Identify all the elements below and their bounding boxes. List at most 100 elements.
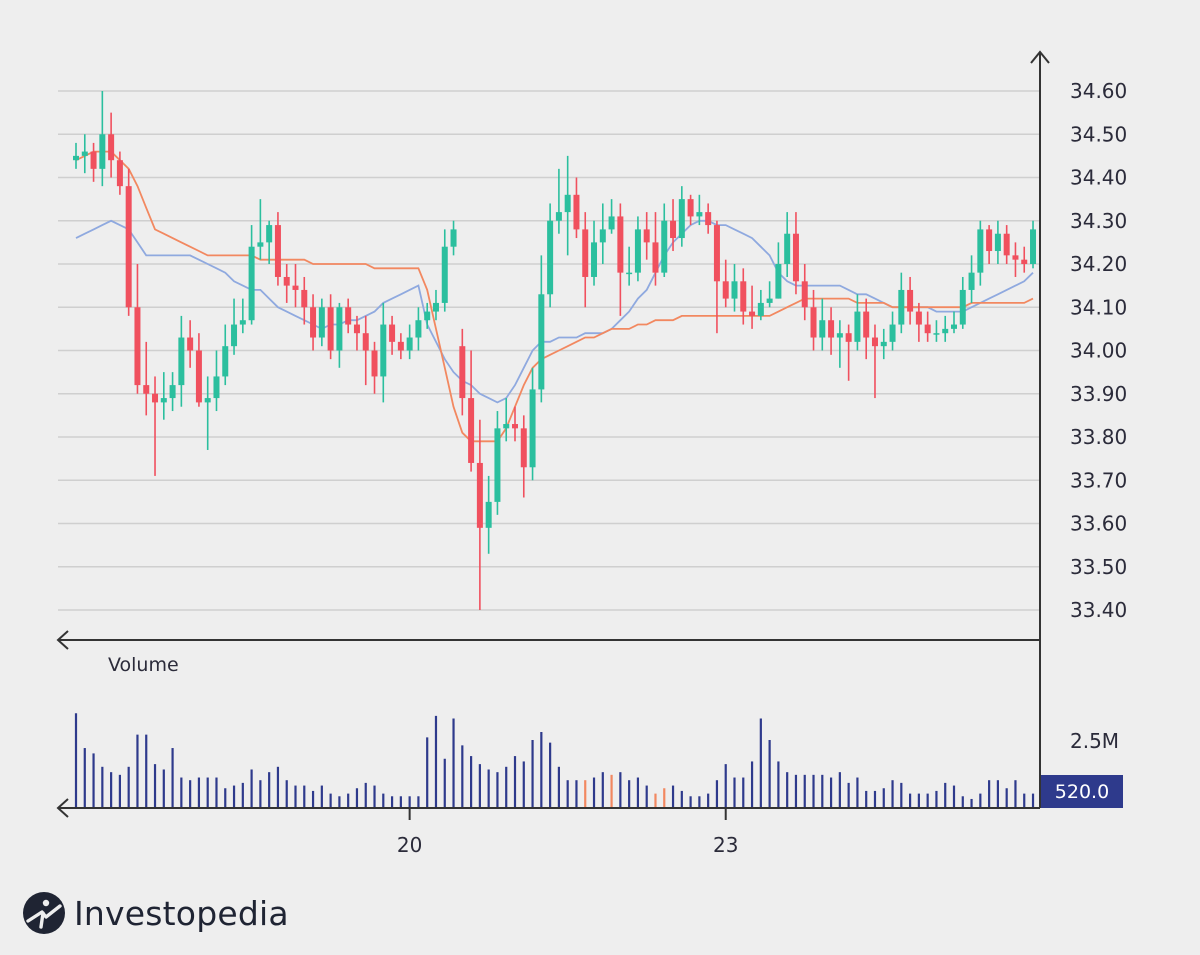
candle (933, 320, 940, 342)
candle (731, 264, 738, 312)
candle (503, 398, 510, 442)
candle (1030, 220, 1037, 269)
candle (397, 333, 404, 360)
candle (591, 220, 598, 286)
candle-body (90, 151, 97, 169)
candle (608, 199, 615, 234)
candle-body (634, 229, 641, 273)
candle (898, 272, 905, 334)
candle (529, 367, 536, 481)
candle (582, 212, 589, 308)
volume-panel-label: Volume (108, 654, 179, 676)
candle-body (898, 289, 905, 325)
candle (555, 168, 562, 234)
price-tick-labels: 34.60 34.50 34.40 34.30 34.20 34.10 34.00 33.90… (1070, 79, 1127, 622)
candle (213, 350, 220, 412)
candle-body (424, 311, 431, 321)
candle (713, 220, 720, 334)
candle (362, 315, 369, 386)
moving-average-line (75, 219, 1034, 404)
candle-body (880, 341, 887, 347)
investopedia-wordmark: Investopedia (74, 893, 289, 933)
candle (819, 298, 826, 351)
candle-body (389, 324, 396, 342)
candle (222, 324, 229, 386)
candle-body (415, 320, 422, 338)
candle-body (204, 398, 211, 403)
candle-body (661, 220, 668, 273)
candle (353, 315, 360, 351)
candle-body (108, 134, 115, 161)
candle-body (178, 337, 185, 386)
candle-body (336, 307, 343, 351)
price-tick-label: 34.20 (1070, 252, 1127, 276)
candle (327, 294, 334, 360)
candle (178, 315, 185, 407)
price-tick-label: 34.50 (1070, 122, 1127, 146)
candle-body (591, 242, 598, 277)
candle-body (1012, 255, 1019, 260)
candle (187, 320, 194, 368)
candle (345, 298, 352, 334)
candle (696, 194, 703, 226)
left-arrow-icon (56, 630, 69, 650)
candle (1012, 242, 1019, 277)
candle (942, 315, 949, 342)
candle-body (318, 307, 325, 338)
candle (889, 311, 896, 351)
candle-body (977, 229, 984, 273)
investopedia-logo-icon (23, 892, 65, 934)
price-candles (73, 91, 1037, 610)
candle-body (731, 281, 738, 299)
candle-body (81, 151, 88, 156)
candle-body (889, 324, 896, 342)
candle (652, 212, 659, 286)
candle (231, 298, 238, 355)
candle-body (529, 389, 536, 468)
candle-body (195, 350, 202, 403)
candle (152, 376, 159, 476)
candle-body (757, 302, 764, 316)
candle-body (994, 233, 1001, 252)
moving-average-line (75, 150, 1034, 443)
volume-last-value: 520.0 (1055, 781, 1109, 803)
candle-body (538, 294, 545, 390)
left-arrow-icon (56, 798, 69, 818)
candle-body (248, 246, 255, 321)
candle-body (933, 333, 940, 335)
candle (775, 242, 782, 299)
candle (459, 328, 466, 416)
candle (784, 212, 791, 277)
candle-body (1003, 233, 1010, 256)
candle-body (942, 328, 949, 334)
candle-body (441, 246, 448, 303)
candle-body (520, 428, 527, 468)
price-tick-label: 33.50 (1070, 555, 1127, 579)
date-tick-labels: 20 23 (397, 808, 738, 857)
candle-body (152, 393, 159, 403)
candle (617, 203, 624, 316)
candle (160, 372, 167, 420)
candle-body (555, 212, 562, 221)
candle-body (450, 229, 457, 247)
candle (863, 298, 870, 360)
candle-body (1030, 229, 1037, 264)
candle-body (397, 341, 404, 351)
candle-body (705, 212, 712, 226)
candle-body (907, 289, 914, 312)
price-tick-label: 33.40 (1070, 598, 1127, 622)
candle-body (231, 324, 238, 347)
candle-body (494, 428, 501, 502)
candle (301, 276, 308, 325)
candle-body (845, 333, 852, 342)
candle (125, 168, 132, 316)
candle-body (819, 320, 826, 338)
candle (792, 212, 799, 295)
candle-body (99, 134, 106, 169)
price-tick-label: 33.90 (1070, 382, 1127, 406)
price-tick-label: 34.60 (1070, 79, 1127, 103)
candle (257, 199, 264, 260)
candle (801, 264, 808, 321)
candle (476, 419, 483, 610)
candle-body (986, 229, 993, 252)
